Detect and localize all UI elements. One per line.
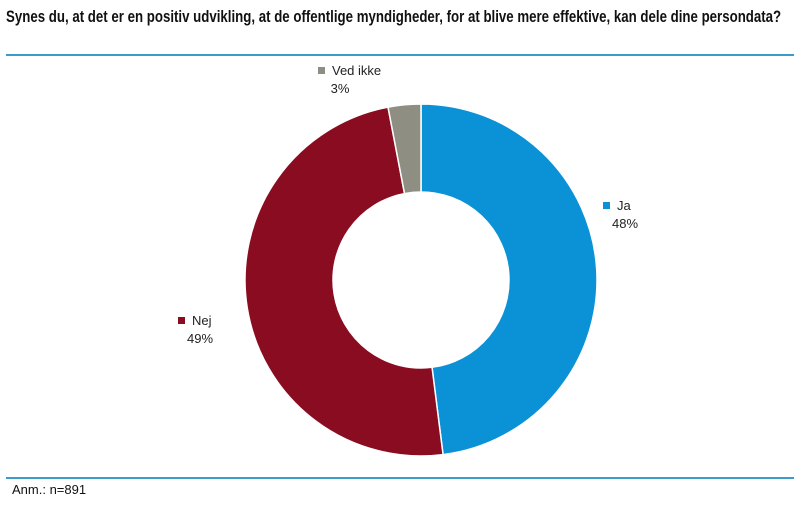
- value-label: 48%: [612, 216, 638, 231]
- category-label: Ja: [617, 198, 632, 213]
- value-label: 3%: [331, 81, 350, 96]
- category-label: Nej: [192, 313, 212, 328]
- footnote: Anm.: n=891: [12, 482, 87, 497]
- chart-title: Synes du, at det er en positiv udvikling…: [6, 7, 782, 26]
- value-label: 49%: [187, 331, 213, 346]
- footer-rule: [6, 477, 794, 479]
- slice-ved-ikke: [387, 103, 422, 195]
- legend-marker: [318, 67, 325, 74]
- legend-marker: [178, 317, 185, 324]
- category-label: Ved ikke: [332, 63, 381, 78]
- slice-nej: [244, 106, 444, 457]
- legend-marker: [603, 202, 610, 209]
- title-rule: [6, 54, 794, 56]
- slice-ja: [420, 103, 598, 456]
